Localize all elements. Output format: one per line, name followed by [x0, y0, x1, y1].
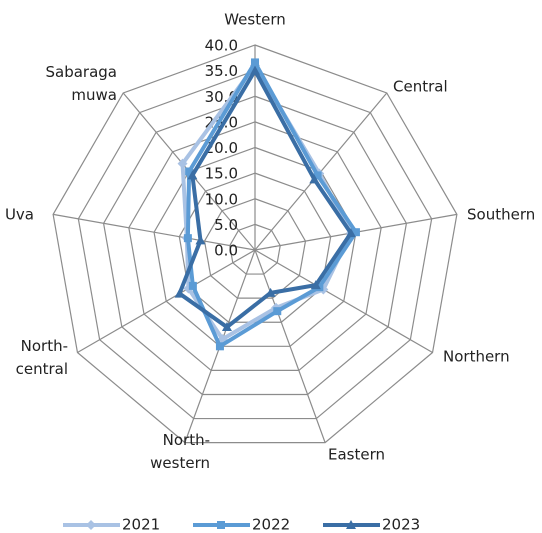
marker [309, 174, 320, 184]
grid-ring [77, 69, 433, 420]
marker [346, 520, 356, 529]
spoke [77, 249, 256, 354]
grid-ring [128, 121, 382, 371]
grid-ring [153, 146, 357, 347]
marker [185, 167, 194, 176]
marker [265, 287, 276, 297]
marker [187, 170, 198, 180]
spoke [53, 213, 256, 251]
category-label: Southern [467, 206, 535, 224]
marker [250, 65, 260, 75]
category-label: Northern [443, 348, 510, 366]
marker [313, 171, 322, 180]
marker [351, 228, 360, 237]
marker [217, 521, 225, 529]
spoke [254, 249, 326, 443]
category-label: Uva [5, 206, 34, 224]
r-tick-label: 40.0 [205, 37, 238, 55]
spoke [254, 249, 433, 354]
r-tick-label: 5.0 [214, 216, 238, 234]
r-tick-label: 35.0 [205, 62, 238, 80]
marker [273, 307, 282, 316]
grid-ring [52, 44, 458, 444]
marker [177, 158, 188, 169]
category-label: Eastern [328, 446, 385, 464]
marker [251, 58, 259, 67]
category-label: Sabaraga muwa [46, 63, 118, 104]
marker [310, 280, 321, 290]
series-line [177, 68, 353, 330]
series-line [185, 60, 358, 349]
legend-label: 2021 [122, 516, 160, 533]
category-label: Central [393, 78, 448, 96]
marker [188, 281, 197, 290]
legend-label: 2022 [252, 516, 290, 533]
grid-ring [203, 198, 307, 299]
marker [215, 342, 224, 351]
marker [221, 322, 232, 332]
grid-ring [102, 95, 408, 396]
r-tick-label: 25.0 [205, 113, 238, 131]
category-label: Western [224, 11, 286, 29]
marker [86, 520, 96, 530]
r-tick-label: 0.0 [214, 242, 238, 260]
marker [174, 288, 185, 298]
r-tick-label: 10.0 [205, 190, 238, 208]
grid-ring [229, 223, 281, 275]
marker [195, 235, 206, 245]
r-tick-label: 15.0 [205, 165, 238, 183]
category-label: North-western [150, 431, 210, 472]
marker [345, 228, 356, 238]
category-label: North-central [16, 337, 68, 378]
legend-label: 2023 [382, 516, 420, 533]
marker [183, 234, 192, 243]
